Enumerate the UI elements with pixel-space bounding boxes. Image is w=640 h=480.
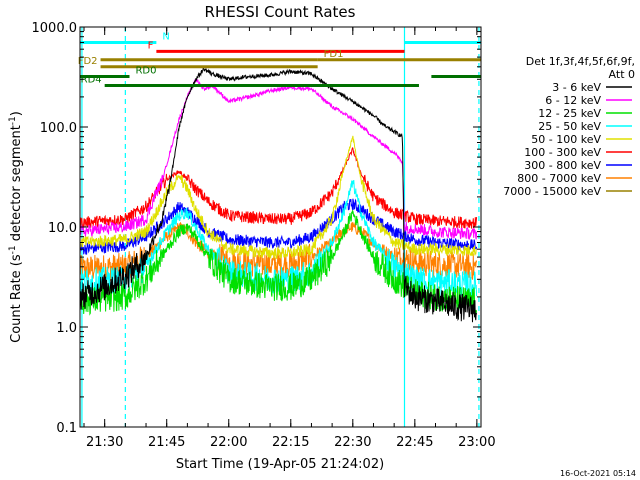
series-line-0 <box>79 67 478 323</box>
x-tick-label-4: 22:30 <box>334 435 371 450</box>
annotation-label-fd1: FD1 <box>324 49 344 60</box>
legend-entry-2: 12 - 25 keV <box>538 107 601 120</box>
attenuator-annotations: NF FD1 FD2 RD0 RD4 <box>78 31 481 88</box>
legend-entry-8: 7000 - 15000 keV <box>503 185 601 198</box>
annotation-label-n: N <box>162 31 169 42</box>
series-line-1 <box>79 78 478 240</box>
y-axis-label-part-3: -1 <box>8 116 18 125</box>
x-tick-label-6: 23:00 <box>458 435 495 450</box>
x-tick-label-3: 22:15 <box>272 435 309 450</box>
series-layer <box>79 67 478 323</box>
legend-header-0: Det 1f,3f,4f,5f,6f,9f, <box>526 55 635 68</box>
series-line-3 <box>79 179 478 300</box>
legend-entry-3: 25 - 50 keV <box>538 120 601 133</box>
annotation-label-f: F <box>148 40 154 51</box>
x-tick-label-5: 22:45 <box>396 435 433 450</box>
y-tick-label-2: 10.0 <box>48 221 77 236</box>
y-axis-label-part-2: detector segment <box>9 125 24 245</box>
legend-entry-4: 50 - 100 keV <box>531 133 601 146</box>
annotation-label-rd4: RD4 <box>81 75 102 86</box>
x-tick-label-2: 22:00 <box>210 435 247 450</box>
series-line-4 <box>79 135 477 260</box>
legend-entry-0: 3 - 6 keV <box>552 81 601 94</box>
legend-entry-7: 800 - 7000 keV <box>517 172 601 185</box>
annotation-label-fd2: FD2 <box>78 56 98 67</box>
annotation-label-rd0: RD0 <box>135 65 156 76</box>
y-tick-label-0: 0.1 <box>56 421 77 436</box>
legend-entry-1: 6 - 12 keV <box>545 94 601 107</box>
series-line-5 <box>79 147 478 230</box>
y-axis-label-part-4: ) <box>9 111 24 116</box>
y-tick-label-4: 1000.0 <box>32 21 78 36</box>
legend-header-1: Att 0 <box>609 68 635 81</box>
legend-entry-5: 100 - 300 keV <box>524 146 601 159</box>
y-tick-label-3: 100.0 <box>40 121 77 136</box>
y-axis-label: Count Rate (s-1 detector segment-1) <box>8 111 24 343</box>
axes: 0.1 1.0 10.0 100.0 1000.0 21:30 21:45 22:00 22:1… <box>32 21 496 450</box>
chart-title: RHESSI Count Rates <box>205 3 356 21</box>
timestamp: 16-Oct-2021 05:14 <box>560 469 636 478</box>
legend-entry-6: 300 - 800 keV <box>524 159 601 172</box>
y-tick-label-1: 1.0 <box>56 321 77 336</box>
x-tick-label-1: 21:45 <box>148 435 185 450</box>
y-axis-label-part-1: -1 <box>8 245 18 254</box>
x-axis-label: Start Time (19-Apr-05 21:24:02) <box>176 457 384 472</box>
y-axis-label-part-0: Count Rate (s <box>9 254 24 343</box>
x-tick-label-0: 21:30 <box>86 435 123 450</box>
